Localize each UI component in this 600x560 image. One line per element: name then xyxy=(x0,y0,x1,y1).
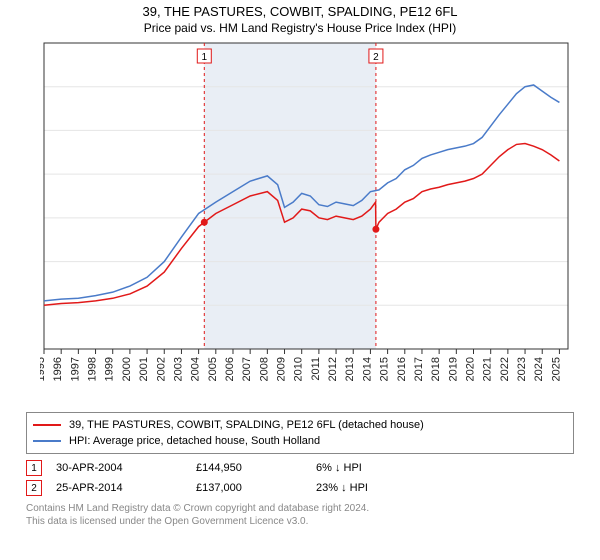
svg-text:2004: 2004 xyxy=(190,357,202,381)
sale-marker-number: 1 xyxy=(31,463,37,474)
sales-table: 1 30-APR-2004 £144,950 6% ↓ HPI 2 25-APR… xyxy=(26,458,574,498)
svg-text:1: 1 xyxy=(202,52,208,63)
svg-text:2023: 2023 xyxy=(516,357,528,381)
svg-text:2008: 2008 xyxy=(258,357,270,381)
legend-item: 39, THE PASTURES, COWBIT, SPALDING, PE12… xyxy=(33,417,567,433)
legend-item: HPI: Average price, detached house, Sout… xyxy=(33,433,567,449)
chart-subtitle: Price paid vs. HM Land Registry's House … xyxy=(0,19,600,39)
legend-swatch xyxy=(33,440,61,442)
svg-text:2025: 2025 xyxy=(550,357,562,381)
svg-text:1997: 1997 xyxy=(69,357,81,381)
chart-plot-area: £0£50K£100K£150K£200K£250K£300K£350K1995… xyxy=(40,39,600,404)
sale-marker: 2 xyxy=(26,480,42,496)
chart-container: 39, THE PASTURES, COWBIT, SPALDING, PE12… xyxy=(0,0,600,560)
legend-label: HPI: Average price, detached house, Sout… xyxy=(69,435,320,447)
svg-text:2006: 2006 xyxy=(224,357,236,381)
sale-diff: 6% ↓ HPI xyxy=(316,462,362,474)
svg-text:2005: 2005 xyxy=(207,357,219,381)
svg-text:2000: 2000 xyxy=(121,357,133,381)
svg-text:2016: 2016 xyxy=(396,357,408,381)
svg-text:2015: 2015 xyxy=(379,357,391,381)
chart-title: 39, THE PASTURES, COWBIT, SPALDING, PE12… xyxy=(0,0,600,19)
svg-text:1999: 1999 xyxy=(104,357,116,381)
footer-line: This data is licensed under the Open Gov… xyxy=(26,515,574,528)
sale-date: 25-APR-2014 xyxy=(56,482,196,494)
sale-row: 2 25-APR-2014 £137,000 23% ↓ HPI xyxy=(26,478,574,498)
sale-marker-number: 2 xyxy=(31,483,37,494)
svg-text:2019: 2019 xyxy=(447,357,459,381)
svg-text:2010: 2010 xyxy=(293,357,305,381)
sale-date: 30-APR-2004 xyxy=(56,462,196,474)
svg-text:2007: 2007 xyxy=(241,357,253,381)
svg-text:2020: 2020 xyxy=(465,357,477,381)
legend-swatch xyxy=(33,424,61,426)
svg-text:2021: 2021 xyxy=(482,357,494,381)
sale-price: £137,000 xyxy=(196,482,316,494)
svg-text:2011: 2011 xyxy=(310,357,322,381)
svg-text:2002: 2002 xyxy=(155,357,167,381)
sale-marker: 1 xyxy=(26,460,42,476)
svg-text:2009: 2009 xyxy=(276,357,288,381)
svg-text:1998: 1998 xyxy=(87,357,99,381)
svg-text:1995: 1995 xyxy=(40,357,47,381)
svg-text:2: 2 xyxy=(373,52,379,63)
svg-text:2012: 2012 xyxy=(327,357,339,381)
svg-text:2014: 2014 xyxy=(361,357,373,381)
svg-text:2013: 2013 xyxy=(344,357,356,381)
svg-text:2017: 2017 xyxy=(413,357,425,381)
legend-label: 39, THE PASTURES, COWBIT, SPALDING, PE12… xyxy=(69,419,424,431)
svg-text:2003: 2003 xyxy=(172,357,184,381)
sale-row: 1 30-APR-2004 £144,950 6% ↓ HPI xyxy=(26,458,574,478)
footer-line: Contains HM Land Registry data © Crown c… xyxy=(26,502,574,515)
sale-price: £144,950 xyxy=(196,462,316,474)
footer-attribution: Contains HM Land Registry data © Crown c… xyxy=(26,502,574,528)
svg-text:2018: 2018 xyxy=(430,357,442,381)
legend: 39, THE PASTURES, COWBIT, SPALDING, PE12… xyxy=(26,412,574,454)
sale-diff: 23% ↓ HPI xyxy=(316,482,368,494)
chart-svg: £0£50K£100K£150K£200K£250K£300K£350K1995… xyxy=(40,39,600,404)
svg-text:2001: 2001 xyxy=(138,357,150,381)
svg-text:2024: 2024 xyxy=(533,357,545,381)
svg-text:2022: 2022 xyxy=(499,357,511,381)
svg-text:1996: 1996 xyxy=(52,357,64,381)
